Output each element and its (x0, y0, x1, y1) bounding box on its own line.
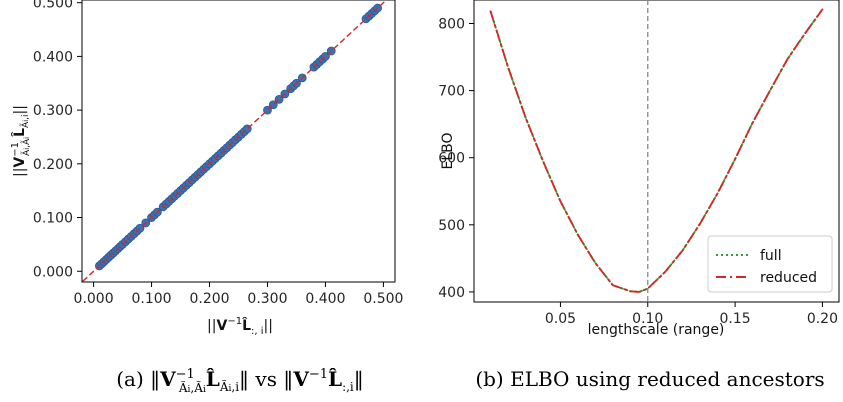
panel-a-y-axis-label: ||V−1Ãi,ÃiL̂Ãi,i|| (10, 105, 32, 177)
panel-a-y-tick-label: 0.500 (33, 0, 73, 12)
svg-text:||V−1L̂:, i||: ||V−1L̂:, i|| (207, 316, 273, 337)
panel-b-y-tick-label: 500 (438, 218, 465, 234)
panel-a-x-tick-label: 0.400 (305, 291, 345, 307)
panel-b-y-axis-label: ELBO (440, 132, 456, 169)
panel-b-legend: full reduced (707, 235, 833, 293)
panel-a-y-tick-label: 0.400 (33, 49, 73, 65)
legend-reduced-label: reduced (760, 270, 817, 286)
legend-full-label: full (760, 248, 782, 264)
panel-b-x-tick-label: 0.15 (720, 311, 751, 327)
series-line-reduced (489, 8, 824, 293)
panel-a-y-tick-label: 0.100 (33, 211, 73, 227)
svg-text:(a) ‖V−1Ãi,ÃiL̂Ãi,i‖ vs ‖V−1L̂: (a) ‖V−1 Ãi,ÃiL̂Ãi,i‖ vs ‖V−1L̂:,i‖ (116, 367, 364, 395)
panel-b-x-axis-label: lengthscale (range) (588, 322, 725, 338)
panel-b-y-tick-label: 400 (438, 285, 465, 301)
panel-b-x-tick-label: 0.10 (632, 311, 663, 327)
panel-a-x-tick-label: 0.000 (74, 291, 114, 307)
panel-a-x-tick-label: 0.100 (132, 291, 172, 307)
panel-a-caption: (a) ‖V−1 Ãi,ÃiL̂Ãi,i‖ vs ‖V−1L̂:,i‖ (116, 367, 364, 395)
panel-a-y-tick-label: 0.300 (33, 103, 73, 119)
panel-b-ticks: 0.05 0.10 0.15 0.20 400 500 600 700 800 (438, 16, 838, 327)
panel-a-x-tick-label: 0.200 (189, 291, 229, 307)
panel-b-y-tick-label: 600 (438, 151, 465, 167)
panel-b-y-tick-label: 800 (438, 16, 465, 32)
panel-b-y-tick-label: 700 (438, 84, 465, 100)
panel-b-x-tick-label: 0.20 (807, 311, 838, 327)
panel-a-x-axis-label: ||V−1L̂:, i|| (207, 316, 273, 337)
panel-a-reference-line (82, 0, 388, 282)
panel-a-y-tick-label: 0.200 (33, 157, 73, 173)
panel-a-x-tick-label: 0.300 (247, 291, 287, 307)
svg-text:||V−1Ãi,ÃiL̂Ãi,i||: ||V−1Ãi,ÃiL̂Ãi,i|| (10, 105, 32, 177)
panel-a-x-tick-label: 0.500 (363, 291, 403, 307)
panel-a-y-tick-label: 0.000 (33, 264, 73, 280)
panel-b-series (489, 8, 824, 293)
panel-a-scatter: 0.000 0.100 0.200 0.300 0.400 0.500 0.000 0.100… (10, 0, 404, 395)
panel-b-x-tick-label: 0.05 (545, 311, 576, 327)
panel-a-ticks: 0.000 0.100 0.200 0.300 0.400 0.500 0.000 0.100… (33, 0, 404, 307)
panel-b-line: 0.05 0.10 0.15 0.20 400 500 600 700 800 full red… (438, 0, 840, 391)
panel-b-caption: (b) ELBO using reduced ancestors (475, 367, 824, 391)
